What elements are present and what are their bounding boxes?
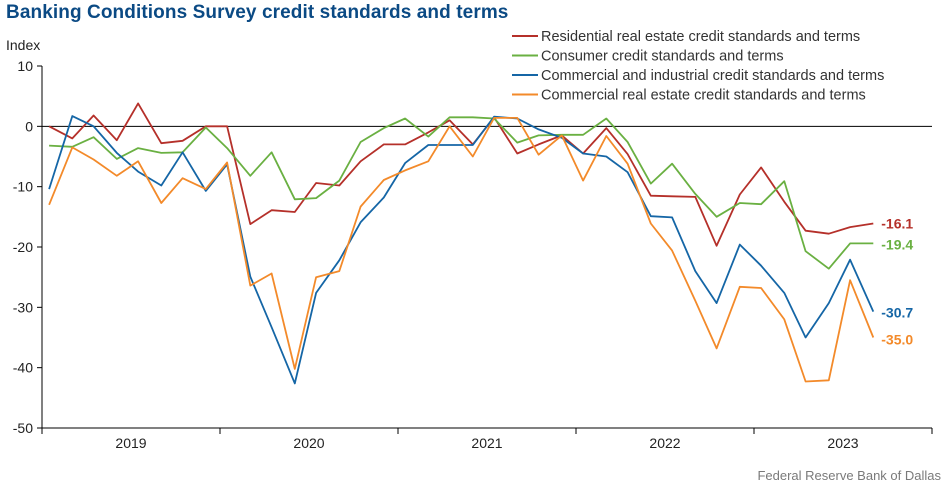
x-tick-label: 2020 xyxy=(293,435,324,451)
end-label: -16.1 xyxy=(881,215,913,231)
endlabel-layer: -16.1 -19.4 -30.7 -35.0 xyxy=(881,215,913,347)
y-tick-label: 0 xyxy=(25,118,33,134)
x-tick-label: 2019 xyxy=(115,435,146,451)
chart-title: Banking Conditions Survey credit standar… xyxy=(6,2,509,23)
x-tick-label: 2022 xyxy=(649,435,680,451)
x-tick-label: 2021 xyxy=(471,435,502,451)
legend-label: Residential real estate credit standards… xyxy=(541,29,860,45)
end-label: -35.0 xyxy=(881,332,913,348)
legend-label: Commercial and industrial credit standar… xyxy=(541,68,884,84)
series-line-4 xyxy=(48,117,875,383)
end-label: -19.4 xyxy=(881,236,913,252)
y-tick-label: -20 xyxy=(13,239,33,255)
legend-label: Commercial real estate credit standards … xyxy=(541,88,866,104)
y-tick-label: -40 xyxy=(13,360,33,376)
y-tick-label: -30 xyxy=(13,299,33,315)
lines-layer xyxy=(48,102,875,385)
y-tick-label: 10 xyxy=(17,58,33,74)
end-label: -30.7 xyxy=(881,305,913,321)
source-note: Federal Reserve Bank of Dallas xyxy=(757,468,941,483)
series-line-1 xyxy=(48,102,874,247)
legend-layer: Residential real estate credit standards… xyxy=(512,29,884,104)
axes-layer: 10 0 -10 -20 -30 -40 -50 Index 2019 2020 2021 2022 2… xyxy=(6,37,933,451)
y-tick-label: -50 xyxy=(13,420,33,436)
y-tick-label: -10 xyxy=(13,179,33,195)
y-axis-title: Index xyxy=(6,37,40,53)
x-tick-label: 2023 xyxy=(827,435,858,451)
series-line-2 xyxy=(49,116,874,270)
series-line-3 xyxy=(48,115,875,385)
legend-label: Consumer credit standards and terms xyxy=(541,49,784,65)
